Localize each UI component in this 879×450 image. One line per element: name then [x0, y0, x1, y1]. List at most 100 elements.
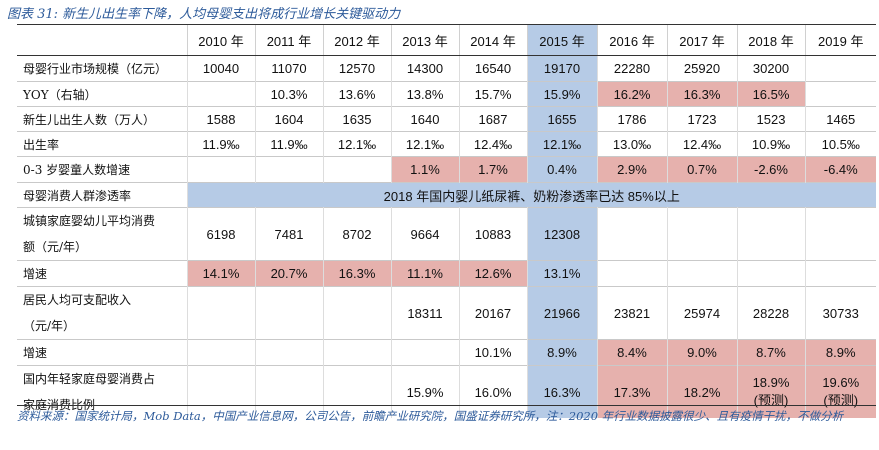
table-cell: 28228 — [736, 286, 805, 340]
table-cell: 15.7% — [458, 81, 527, 107]
table-cell: 1588 — [186, 106, 255, 132]
row-label: 增速 — [23, 346, 48, 360]
table-cell: 20167 — [458, 286, 527, 340]
table-cell: 13.1% — [526, 260, 597, 287]
row-label-line: 城镇家庭婴幼儿平均消费 — [23, 214, 156, 228]
table-cell: 12570 — [322, 55, 391, 82]
forecast-note: (预测) — [753, 393, 789, 408]
row-label: YOY（右轴） — [23, 87, 97, 102]
row-label-line: 居民人均可支配收入 — [23, 293, 132, 307]
table-cell: 2.9% — [596, 156, 667, 183]
table-cell: 8702 — [322, 207, 391, 261]
year-header: 2014 年 — [458, 24, 527, 56]
table-cell: 0.4% — [526, 156, 597, 183]
table-cell: 0.7% — [666, 156, 737, 183]
row-label: 增速 — [23, 267, 48, 281]
table-cell: 16.3% — [666, 81, 737, 107]
year-header: 2016 年 — [596, 24, 667, 56]
figure-title: 图表 31: 新生儿出生率下降，人均母婴支出将成行业增长关键驱动力 — [7, 7, 401, 22]
table-row: 居民人均可支配收入 （元/年） 18311 20167 21966 23821 2… — [17, 286, 876, 340]
row-label: 居民人均可支配收入 （元/年） — [17, 287, 187, 340]
table-cell — [596, 260, 667, 287]
table-cell: 23821 — [596, 286, 667, 340]
table-cell: 14.1% — [186, 260, 255, 287]
table-cell: 30200 — [736, 55, 805, 82]
table-cell — [254, 365, 323, 418]
table-cell: 21966 — [526, 286, 597, 340]
table-cell: 11.9‰ — [186, 131, 255, 157]
table-cell: 16540 — [458, 55, 527, 82]
table-row: 0-3 岁婴童人数增速 1.1% 1.7% 0.4% 2.9% 0.7% -2.… — [17, 156, 876, 183]
year-header: 2017 年 — [666, 24, 737, 56]
table-cell: 12.4‰ — [666, 131, 737, 157]
table-cell — [666, 207, 737, 261]
table-cell: 13.0‰ — [596, 131, 667, 157]
year-header: 2015 年 — [526, 24, 597, 56]
row-label: 母婴行业市场规模（亿元） — [23, 62, 168, 76]
table-cell: 1635 — [322, 106, 391, 132]
table-cell: 1687 — [458, 106, 527, 132]
row-label: 出生率 — [23, 137, 60, 152]
table-cell: 12308 — [526, 207, 597, 261]
table-cell — [666, 260, 737, 287]
forecast-note: (预测) — [823, 393, 859, 408]
table-cell: 1786 — [596, 106, 667, 132]
table-cell: 12.1‰ — [322, 131, 391, 157]
year-header: 2010 年 — [186, 24, 255, 56]
table-cell — [186, 81, 255, 107]
table-cell: 12.1‰ — [390, 131, 459, 157]
table-cell: 10.9‰ — [736, 131, 805, 157]
table-cell: 15.9% — [526, 81, 597, 107]
table-cell: 9.0% — [666, 339, 737, 366]
table-cell: 10.3% — [254, 81, 323, 107]
header-corner — [17, 24, 187, 56]
penetration-note: 2018 年国内婴儿纸尿裤、奶粉渗透率已达 85%以上 — [186, 182, 876, 208]
table-cell: 16.3% — [526, 365, 597, 418]
table-cell: -6.4% — [804, 156, 876, 183]
table-row: 增速 10.1% 8.9% 8.4% 9.0% 8.7% 8.9% — [17, 339, 876, 366]
table-cell — [390, 339, 459, 366]
table-cell: 12.6% — [458, 260, 527, 287]
table-cell: 14300 — [390, 55, 459, 82]
table-cell: 1604 — [254, 106, 323, 132]
cell-value: 19.6% — [822, 375, 860, 390]
table-row: 增速 14.1% 20.7% 16.3% 11.1% 12.6% 13.1% — [17, 260, 876, 287]
table-cell: 8.4% — [596, 339, 667, 366]
table-cell: 1723 — [666, 106, 737, 132]
table-cell — [186, 156, 255, 183]
table-cell: 7481 — [254, 207, 323, 261]
table-cell — [804, 55, 876, 82]
table-cell: 18.2% — [666, 365, 737, 418]
year-header: 2011 年 — [254, 24, 323, 56]
table-cell: 17.3% — [596, 365, 667, 418]
table-cell: 1523 — [736, 106, 805, 132]
table-cell: 16.2% — [596, 81, 667, 107]
table-cell — [804, 207, 876, 261]
table-cell: 1655 — [526, 106, 597, 132]
table-cell — [186, 339, 255, 366]
table-cell: 10040 — [186, 55, 255, 82]
row-label: 母婴消费人群渗透率 — [23, 188, 132, 203]
table-cell: 25974 — [666, 286, 737, 340]
table-cell: 12.4‰ — [458, 131, 527, 157]
row-label: 城镇家庭婴幼儿平均消费 额（元/年） — [17, 208, 187, 261]
table-row: 母婴消费人群渗透率 2018 年国内婴儿纸尿裤、奶粉渗透率已达 85%以上 — [17, 182, 876, 208]
table-cell: 15.9% — [390, 365, 459, 418]
table-cell: 16.0% — [458, 365, 527, 418]
table-row: 国内年轻家庭母婴消费占 家庭消费比例 15.9% 16.0% 16.3% 17.3… — [17, 365, 876, 418]
row-label-line: 额（元/年） — [23, 240, 88, 254]
table-row: 母婴行业市场规模（亿元） 10040 11070 12570 14300 165… — [17, 55, 876, 82]
table-row: 城镇家庭婴幼儿平均消费 额（元/年） 6198 7481 8702 9664 10… — [17, 207, 876, 261]
data-table: 2010 年 2011 年 2012 年 2013 年 2014 年 2015 … — [17, 24, 876, 418]
table-cell: 8.9% — [804, 339, 876, 366]
table-cell — [804, 81, 876, 107]
table-cell: 16.5% — [736, 81, 805, 107]
table-cell-forecast: 18.9% (预测) — [736, 365, 805, 418]
cell-value: 18.9% — [752, 375, 790, 390]
table-cell: 9664 — [390, 207, 459, 261]
table-cell: 1.1% — [390, 156, 459, 183]
table-cell: 13.6% — [322, 81, 391, 107]
table-cell: 1.7% — [458, 156, 527, 183]
row-label-line: （元/年） — [23, 319, 76, 333]
